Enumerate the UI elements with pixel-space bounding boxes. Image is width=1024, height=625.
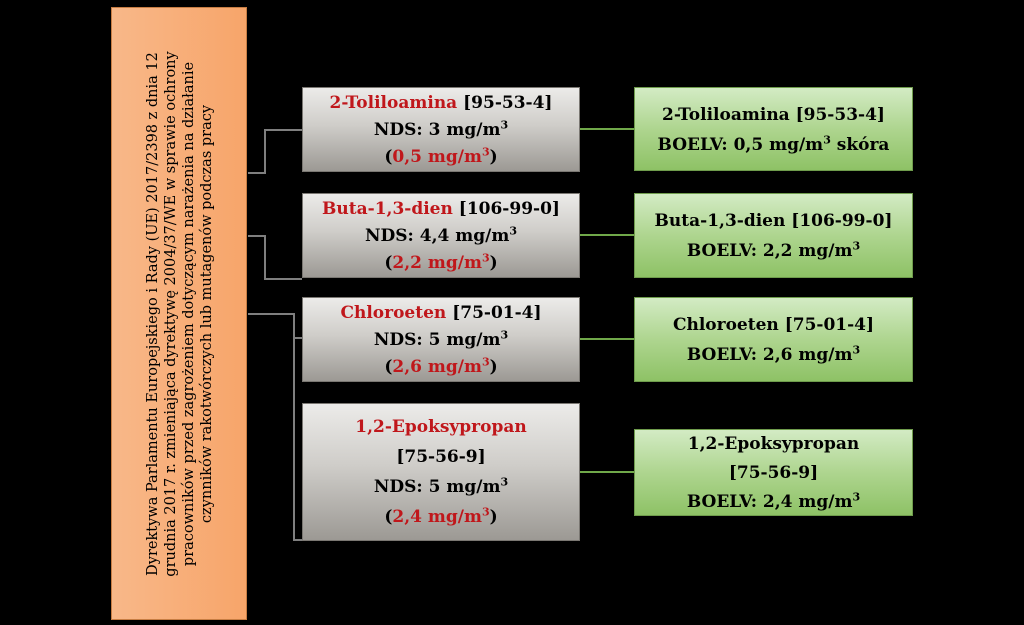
- boelv-box-butadien: Buta-1,3-dien [106-99-0] BOELV: 2,2 mg/m…: [634, 193, 913, 278]
- new-value-exponent: 3: [481, 355, 490, 369]
- nds-value: NDS: 5 mg/m: [373, 477, 501, 497]
- eu-cas: [75-56-9]: [728, 463, 819, 483]
- unit-exponent: 3: [852, 490, 861, 504]
- nds-value: NDS: 3 mg/m: [373, 120, 501, 140]
- new-value: 0,5 mg/m: [392, 147, 482, 167]
- unit-exponent: 3: [500, 475, 509, 489]
- paren-open: (: [384, 507, 393, 527]
- substance-name: Buta-1,3-dien: [322, 199, 453, 219]
- boelv-value: BOELV: 2,4 mg/m: [686, 492, 853, 512]
- unit-exponent: 3: [823, 133, 831, 147]
- substance-name: Chloroeten: [340, 303, 447, 323]
- unit-exponent: 3: [852, 343, 861, 357]
- nds-box-butadien: Buta-1,3-dien [106-99-0] NDS: 4,4 mg/m3 …: [302, 193, 580, 278]
- eu-name-cas: Chloroeten [75-01-4]: [672, 315, 875, 335]
- boelv-suffix: skóra: [830, 135, 890, 155]
- new-value-exponent: 3: [481, 505, 490, 519]
- nds-box-toliloamina: 2-Toliloamina [95-53-4] NDS: 3 mg/m3 (0,…: [302, 87, 580, 172]
- connector-source-toliloamina: [248, 129, 302, 174]
- substance-name: 2-Toliloamina: [329, 93, 458, 113]
- new-value: 2,2 mg/m: [392, 253, 482, 273]
- paren-close: ): [489, 147, 498, 167]
- unit-exponent: 3: [500, 328, 509, 342]
- connector-source-chloroeten: [248, 313, 302, 339]
- cas-number: [75-01-4]: [452, 303, 542, 323]
- eu-name-cas: Buta-1,3-dien [106-99-0]: [654, 211, 893, 231]
- nds-box-epoksypropan: 1,2-Epoksypropan [75-56-9] NDS: 5 mg/m3 …: [302, 403, 580, 541]
- cas-number: [75-56-9]: [396, 447, 486, 467]
- directive-text: Dyrektywa Parlamentu Europejskiego i Rad…: [145, 51, 215, 577]
- new-value-exponent: 3: [481, 251, 490, 265]
- eu-name: 1,2-Epoksypropan: [687, 434, 860, 454]
- unit-exponent: 3: [509, 224, 517, 238]
- boelv-value: BOELV: 2,2 mg/m: [686, 241, 853, 261]
- unit-exponent: 3: [500, 118, 509, 132]
- paren-close: ): [489, 253, 498, 273]
- eu-name-cas: 2-Toliloamina [95-53-4]: [662, 105, 885, 125]
- connector-source-epoksypropan: [293, 338, 302, 541]
- paren-open: (: [384, 147, 393, 167]
- cas-number: [95-53-4]: [463, 93, 553, 113]
- new-value: 2,6 mg/m: [392, 357, 482, 377]
- boelv-value: BOELV: 2,6 mg/m: [686, 345, 853, 365]
- paren-close: ): [489, 507, 498, 527]
- nds-box-chloroeten: Chloroeten [75-01-4] NDS: 5 mg/m3 (2,6 m…: [302, 297, 580, 382]
- new-value: 2,4 mg/m: [392, 507, 482, 527]
- directive-box: Dyrektywa Parlamentu Europejskiego i Rad…: [111, 7, 247, 620]
- paren-open: (: [384, 253, 393, 273]
- unit-exponent: 3: [852, 239, 861, 253]
- connector-source-butadien: [248, 235, 302, 280]
- cas-number: [106-99-0]: [458, 199, 560, 219]
- new-value-exponent: 3: [481, 145, 490, 159]
- paren-open: (: [384, 357, 393, 377]
- substance-name: 1,2-Epoksypropan: [355, 417, 527, 437]
- boelv-value: BOELV: 0,5 mg/m: [657, 135, 824, 155]
- boelv-box-toliloamina: 2-Toliloamina [95-53-4] BOELV: 0,5 mg/m3…: [634, 87, 913, 171]
- nds-value: NDS: 5 mg/m: [373, 330, 501, 350]
- boelv-box-epoksypropan: 1,2-Epoksypropan [75-56-9] BOELV: 2,4 mg…: [634, 429, 913, 516]
- boelv-box-chloroeten: Chloroeten [75-01-4] BOELV: 2,6 mg/m3: [634, 297, 913, 382]
- paren-close: ): [489, 357, 498, 377]
- nds-value: NDS: 4,4 mg/m: [365, 226, 510, 246]
